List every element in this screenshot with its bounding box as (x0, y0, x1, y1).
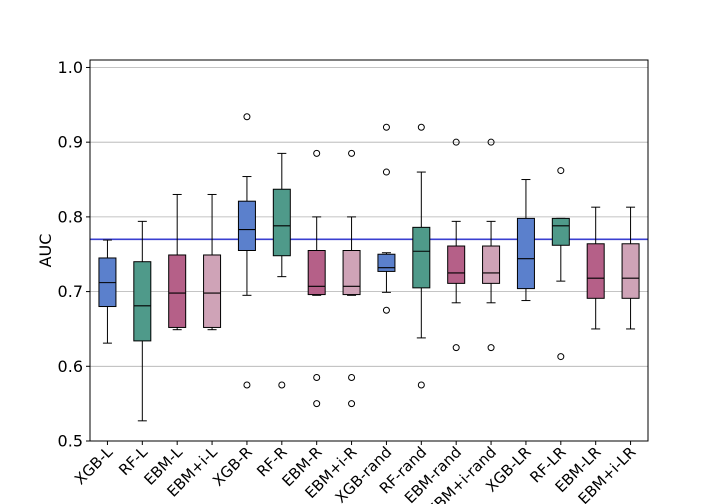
box-layer (98, 113, 640, 422)
outlier-point (348, 374, 356, 381)
box-iqr (133, 261, 152, 342)
box-ebm-r (307, 149, 326, 408)
outlier-point (243, 381, 251, 389)
box-xgb-lr (516, 179, 535, 302)
outlier-point (243, 113, 251, 121)
outlier-point (313, 149, 321, 157)
box-iqr (551, 217, 570, 246)
y-tick-label: 0.5 (58, 432, 83, 451)
box-ebm-i-l (203, 193, 222, 331)
box-xgb-rand (377, 123, 396, 314)
box-iqr (307, 250, 326, 296)
plot-frame (89, 59, 649, 442)
box-iqr (342, 250, 361, 296)
box-iqr (237, 200, 256, 252)
y-tick-label: 0.6 (58, 357, 83, 376)
box-iqr (447, 245, 466, 284)
y-tick-label: 0.9 (58, 133, 83, 152)
outlier-point (417, 381, 425, 389)
box-iqr (272, 188, 291, 257)
box-iqr (412, 226, 431, 289)
box-xgb-r (237, 113, 256, 389)
box-rf-lr (551, 167, 570, 361)
box-iqr (203, 254, 222, 328)
y-axis-ticks: 0.5 0.6 0.7 0.8 0.9 1.0 (58, 58, 90, 451)
box-iqr (516, 217, 535, 290)
y-tick-label: 0.8 (58, 207, 83, 226)
box-ebm-i-rand (482, 138, 501, 352)
outlier-point (313, 374, 321, 381)
outlier-point (487, 344, 495, 352)
outlier-point (557, 353, 565, 361)
outlier-point (382, 168, 390, 176)
box-ebm-lr (586, 206, 605, 330)
outlier-point (278, 381, 286, 389)
gridlines (90, 67, 648, 442)
box-iqr (377, 253, 396, 272)
box-rf-l (133, 220, 152, 422)
outlier-point (487, 138, 495, 146)
outlier-point (557, 167, 565, 175)
x-tick-label: XGB-R (209, 443, 256, 490)
box-ebm-rand (447, 138, 466, 352)
outlier-point (348, 149, 356, 157)
y-axis-label: AUC (36, 234, 55, 268)
box-rf-r (272, 152, 291, 389)
box-rf-rand (412, 123, 431, 389)
outlier-point (348, 400, 356, 408)
box-ebm-i-lr (621, 206, 640, 330)
outlier-point (382, 123, 390, 131)
box-ebm-i-r (342, 149, 361, 408)
box-xgb-l (98, 239, 117, 344)
y-tick-label: 1.0 (58, 58, 83, 77)
outlier-point (382, 306, 390, 314)
outlier-point (452, 344, 460, 352)
y-tick-label: 0.7 (58, 282, 83, 301)
box-iqr (168, 254, 187, 328)
box-iqr (482, 245, 501, 284)
outlier-point (452, 138, 460, 146)
outlier-point (417, 123, 425, 131)
box-iqr (621, 243, 640, 299)
box-ebm-l (168, 193, 187, 331)
box-iqr (586, 243, 605, 299)
x-axis-ticks: XGB-LRF-LEBM-LEBM+i-LXGB-RRF-REBM-REBM+i… (71, 441, 639, 504)
outlier-point (313, 400, 321, 408)
